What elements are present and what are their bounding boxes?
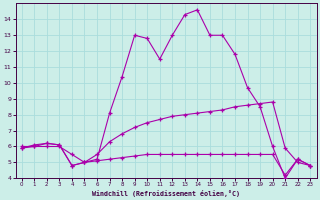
X-axis label: Windchill (Refroidissement éolien,°C): Windchill (Refroidissement éolien,°C) xyxy=(92,190,240,197)
